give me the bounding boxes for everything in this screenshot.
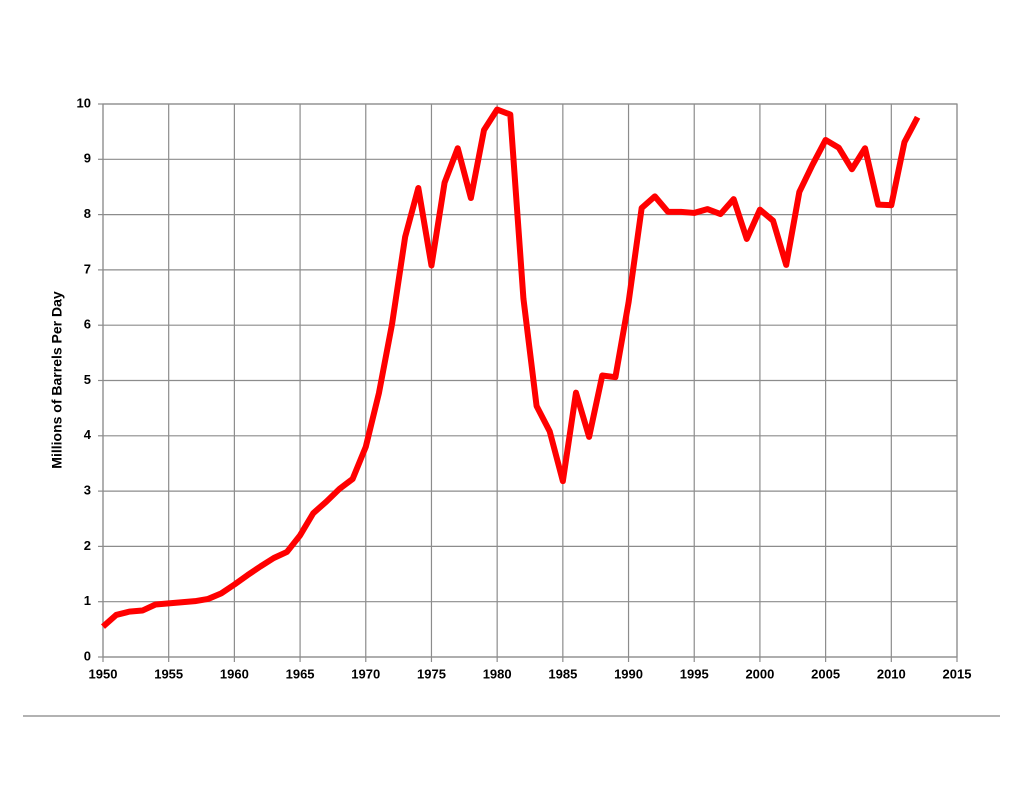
y-tick-label: 3 xyxy=(84,483,91,498)
y-tick-label: 8 xyxy=(84,206,91,221)
x-tick-label: 2015 xyxy=(943,666,972,681)
x-tick-label: 2000 xyxy=(745,666,774,681)
y-tick-label: 0 xyxy=(84,648,91,663)
y-tick-label: 7 xyxy=(84,261,91,276)
y-tick-label: 4 xyxy=(84,427,92,442)
y-tick-label: 10 xyxy=(77,95,91,110)
x-tick-label: 1950 xyxy=(89,666,118,681)
x-tick-label: 2005 xyxy=(811,666,840,681)
x-tick-label: 1965 xyxy=(286,666,315,681)
x-tick-label: 1955 xyxy=(154,666,183,681)
x-tick-label: 1985 xyxy=(548,666,577,681)
y-tick-label: 2 xyxy=(84,538,91,553)
plot-border xyxy=(102,103,958,658)
x-tick-label: 1975 xyxy=(417,666,446,681)
y-tick-label: 5 xyxy=(84,372,91,387)
x-tick-label: 1980 xyxy=(483,666,512,681)
x-tick-label: 1995 xyxy=(680,666,709,681)
x-tick-label: 2010 xyxy=(877,666,906,681)
x-tick-label: 1960 xyxy=(220,666,249,681)
x-tick-label: 1990 xyxy=(614,666,643,681)
y-tick-label: 1 xyxy=(84,593,91,608)
data-line xyxy=(101,106,921,629)
y-axis-label: Millions of Barrels Per Day xyxy=(49,291,65,469)
x-tick-label: 1970 xyxy=(351,666,380,681)
y-tick-label: 6 xyxy=(84,317,91,332)
y-tick-label: 9 xyxy=(84,151,91,166)
